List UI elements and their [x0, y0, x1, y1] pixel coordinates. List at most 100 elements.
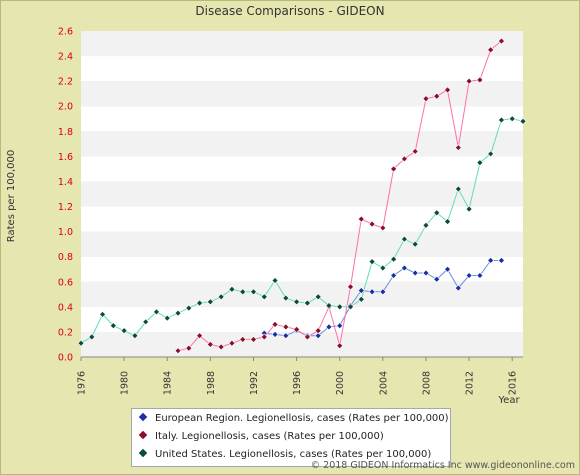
- data-point: [314, 332, 322, 340]
- data-point: [498, 37, 505, 45]
- data-point: [325, 302, 333, 310]
- data-point: [357, 295, 365, 303]
- data-point: [142, 318, 150, 326]
- data-point: [336, 322, 344, 330]
- data-point: [433, 209, 441, 217]
- legend-item-united-states: United States. Legionellosis, cases (Rat…: [138, 448, 431, 462]
- x-tick-label: 2012: [465, 371, 476, 395]
- grid-band: [81, 131, 523, 157]
- data-point: [400, 155, 408, 163]
- legend-label: United States. Legionellosis, cases (Rat…: [155, 449, 432, 460]
- data-point: [444, 218, 451, 226]
- data-point: [293, 298, 301, 306]
- data-point: [347, 303, 354, 311]
- y-tick-label: 0.4: [58, 302, 73, 313]
- data-point: [444, 86, 451, 94]
- data-point: [368, 220, 376, 228]
- grid-band: [81, 306, 523, 332]
- y-tick-label: 1.4: [58, 177, 73, 188]
- data-point: [228, 285, 236, 293]
- y-tick-label: 1.0: [58, 227, 73, 238]
- grid-band: [81, 256, 523, 282]
- data-point: [88, 333, 96, 341]
- data-point: [519, 117, 527, 125]
- data-point: [250, 288, 257, 296]
- data-point: [422, 221, 430, 229]
- y-tick-label: 2.6: [58, 27, 73, 38]
- data-point: [508, 115, 516, 123]
- data-point: [487, 46, 495, 54]
- data-point: [476, 76, 484, 84]
- y-tick-label: 2.4: [58, 52, 73, 63]
- data-point: [239, 336, 247, 343]
- data-point: [239, 288, 247, 296]
- data-point: [454, 284, 462, 292]
- data-point: [422, 95, 430, 103]
- data-point: [271, 320, 279, 328]
- grid-band: [81, 56, 523, 82]
- data-point: [77, 339, 85, 347]
- legend-label: European Region. Legionellosis, cases (R…: [155, 413, 449, 424]
- data-point: [163, 314, 171, 322]
- data-point: [293, 325, 301, 333]
- data-point: [487, 257, 495, 264]
- data-point: [400, 264, 408, 272]
- grid-band: [81, 106, 523, 132]
- legend-item-european-region: European Region. Legionellosis, cases (R…: [138, 412, 449, 426]
- data-point: [131, 332, 139, 340]
- data-point: [347, 283, 354, 291]
- y-axis-ticks: 0.0 0.2 0.4 0.6 0.8 1.0 1.2 1.4 1.6 1.8 2.0 2.2 2.4 2…: [58, 27, 73, 364]
- x-axis-label: Year: [497, 395, 520, 406]
- data-point: [206, 298, 214, 306]
- x-tick-label: 2004: [378, 371, 389, 395]
- y-tick-label: 2.0: [58, 102, 73, 113]
- data-point: [476, 159, 484, 167]
- data-point: [109, 322, 117, 330]
- x-tick-label: 2016: [508, 371, 519, 395]
- y-tick-label: 0.8: [58, 252, 73, 263]
- data-point: [498, 116, 505, 124]
- data-point: [390, 165, 398, 173]
- x-tick-label: 1984: [163, 371, 174, 395]
- data-point: [282, 332, 290, 340]
- data-point: [454, 144, 462, 152]
- data-point: [206, 341, 214, 348]
- data-point: [153, 308, 160, 316]
- x-tick-label: 1976: [77, 371, 88, 395]
- chart-title: Disease Comparisons - GIDEON: [195, 4, 384, 18]
- data-point: [444, 265, 451, 273]
- data-point: [357, 215, 365, 223]
- data-point: [174, 309, 182, 317]
- y-tick-label: 0.0: [58, 353, 73, 364]
- grid-band: [81, 231, 523, 257]
- x-axis-ticks: 1976 1980 1984 1988 1992 1996 2000 2004 2008 2012…: [77, 357, 519, 395]
- y-axis-label: Rates per 100,000: [6, 150, 17, 242]
- data-point: [498, 257, 505, 264]
- data-point: [390, 272, 398, 279]
- diamond-marker-icon: [138, 412, 148, 422]
- copyright-notice: © 2018 GIDEON Informatics Inc www.gideon…: [310, 460, 575, 471]
- grid-band: [81, 331, 523, 357]
- data-point: [99, 310, 106, 318]
- data-point: [465, 77, 473, 85]
- y-tick-label: 1.8: [58, 127, 73, 138]
- x-tick-label: 2000: [335, 371, 346, 395]
- data-point: [314, 293, 322, 301]
- data-point: [271, 331, 279, 338]
- data-point: [422, 269, 430, 277]
- data-point: [314, 327, 322, 335]
- data-point: [379, 264, 387, 272]
- data-point: [368, 288, 376, 296]
- diamond-marker-icon: [138, 448, 148, 458]
- y-tick-label: 0.6: [58, 277, 73, 288]
- grid-band: [81, 206, 523, 232]
- x-tick-label: 1980: [120, 371, 131, 395]
- data-point: [196, 332, 204, 340]
- data-point: [217, 293, 225, 301]
- data-point: [357, 287, 365, 294]
- data-point: [336, 342, 344, 350]
- data-point: [303, 299, 311, 307]
- diamond-marker-icon: [138, 430, 148, 440]
